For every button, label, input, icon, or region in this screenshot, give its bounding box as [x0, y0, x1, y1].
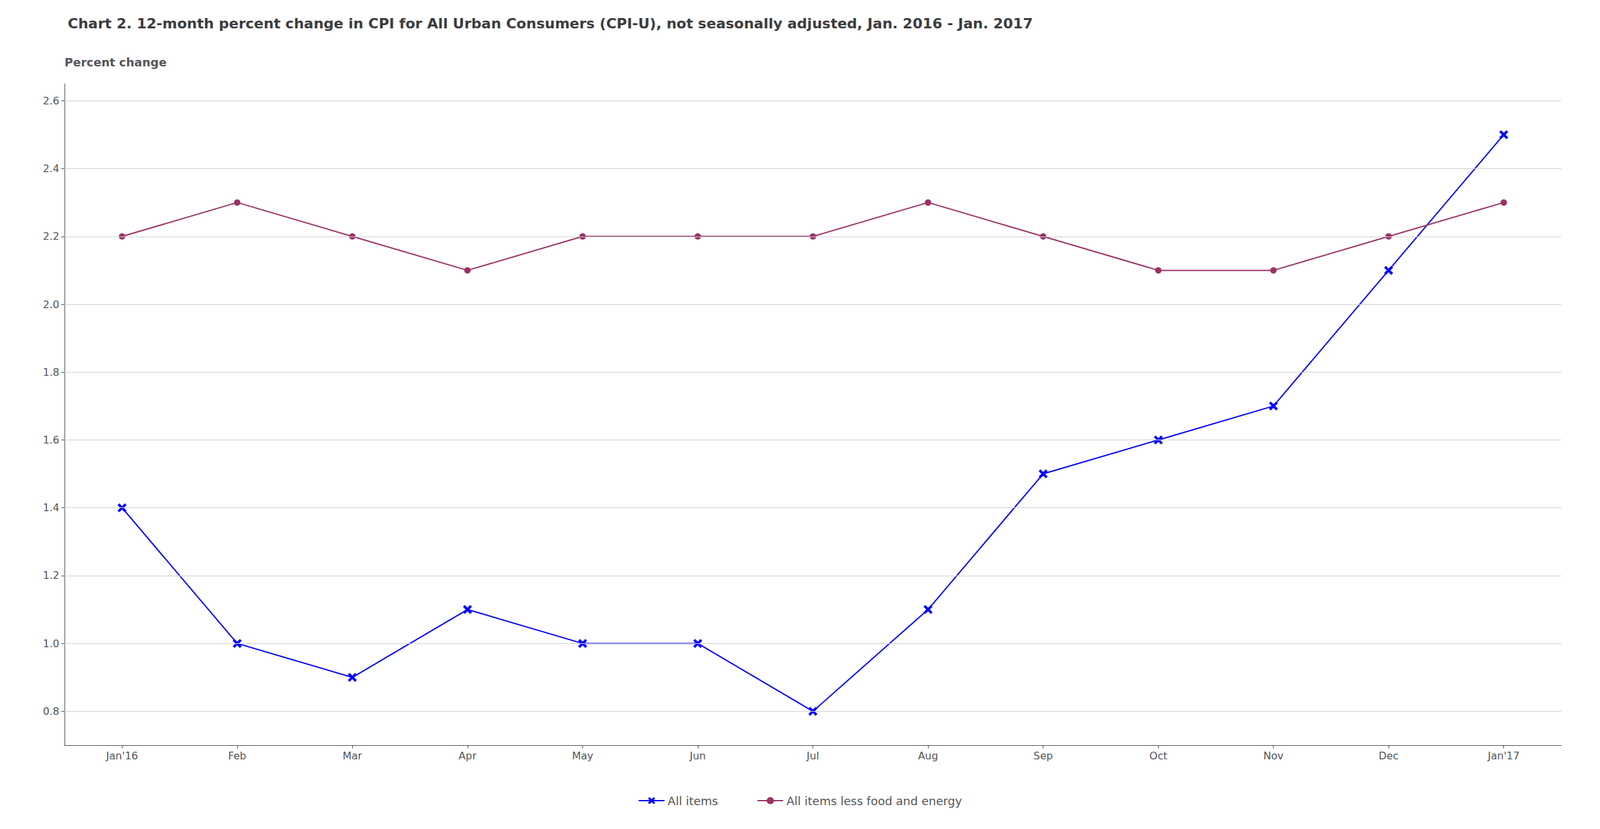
svg-text:Oct: Oct [1149, 750, 1168, 763]
svg-text:Dec: Dec [1378, 750, 1399, 763]
svg-text:Jul: Jul [806, 750, 820, 763]
svg-text:2.0: 2.0 [43, 298, 60, 311]
svg-text:2.4: 2.4 [43, 162, 60, 175]
svg-text:0.8: 0.8 [43, 705, 60, 718]
svg-text:Aug: Aug [917, 750, 938, 763]
svg-text:Jan'16: Jan'16 [105, 750, 139, 763]
svg-text:1.8: 1.8 [43, 366, 60, 379]
svg-text:All items less food and energy: All items less food and energy [786, 794, 963, 809]
svg-text:2.2: 2.2 [43, 230, 60, 243]
svg-text:Mar: Mar [342, 750, 363, 763]
svg-text:Feb: Feb [228, 750, 247, 763]
svg-text:1.4: 1.4 [43, 501, 60, 514]
svg-text:1.6: 1.6 [43, 434, 60, 447]
svg-text:May: May [572, 750, 594, 763]
svg-text:Apr: Apr [458, 750, 477, 763]
svg-text:Nov: Nov [1263, 750, 1284, 763]
svg-text:1.2: 1.2 [43, 569, 60, 582]
svg-text:1.0: 1.0 [43, 637, 60, 651]
svg-text:2.6: 2.6 [43, 94, 60, 108]
svg-text:Chart 2. 12-month percent chan: Chart 2. 12-month percent change in CPI … [67, 15, 1033, 32]
svg-text:Percent change: Percent change [64, 55, 167, 70]
svg-text:Jun: Jun [688, 750, 706, 763]
svg-text:Jan'17: Jan'17 [1487, 750, 1520, 763]
svg-text:All items: All items [667, 794, 718, 809]
svg-text:Sep: Sep [1033, 750, 1053, 763]
